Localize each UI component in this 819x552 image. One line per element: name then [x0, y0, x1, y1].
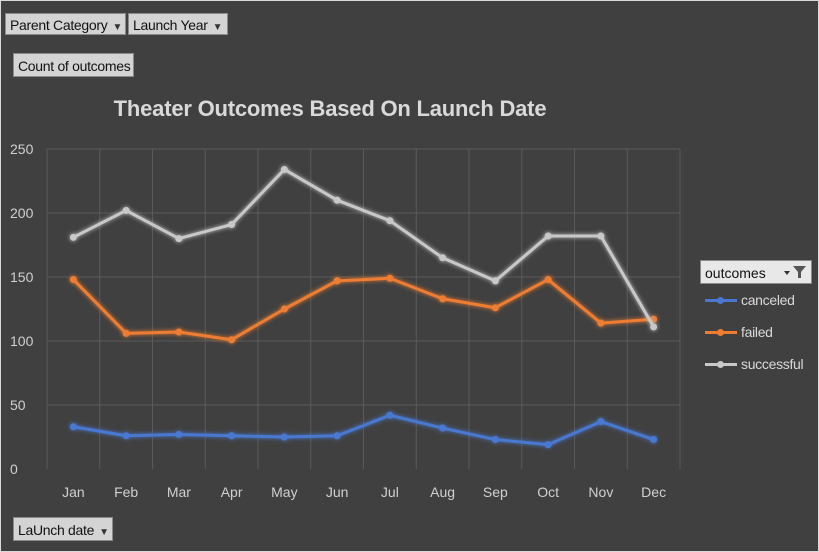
x-tick-label: Apr	[221, 484, 243, 500]
launch-year-filter-button[interactable]: Launch Year ▼	[128, 13, 228, 35]
data-point-successful	[491, 277, 499, 285]
filter-icon	[784, 266, 806, 278]
legend-marker	[717, 297, 724, 304]
data-point-successful	[175, 235, 183, 243]
parent-category-filter-button[interactable]: Parent Category ▼	[5, 13, 126, 35]
data-point-canceled	[650, 436, 658, 444]
legend-label: successful	[741, 356, 804, 372]
y-tick-label: 150	[10, 269, 34, 285]
data-point-successful	[228, 221, 236, 229]
data-point-failed	[228, 336, 236, 344]
legend-item-canceled: canceled	[700, 284, 812, 316]
data-point-failed	[597, 319, 605, 327]
legend-header-label: outcomes	[705, 265, 766, 281]
data-point-successful	[544, 232, 552, 240]
data-point-canceled	[439, 424, 447, 432]
chevron-down-icon: ▼	[212, 22, 223, 33]
axis-field-label: LaUnch date	[18, 522, 95, 538]
series-line-successful	[72, 167, 655, 328]
series-successful	[69, 165, 658, 331]
data-point-failed	[122, 329, 130, 337]
legend-label: failed	[741, 324, 773, 340]
x-tick-label: Jul	[381, 484, 399, 500]
value-field-button[interactable]: Count of outcomes	[13, 53, 134, 77]
x-tick-label: Jan	[62, 484, 85, 500]
legend-swatch	[705, 361, 737, 368]
gridlines	[46, 148, 681, 469]
data-point-successful	[386, 217, 394, 225]
data-point-successful	[439, 254, 447, 262]
parent-category-label: Parent Category	[10, 17, 108, 33]
axis-field-button[interactable]: LaUnch date ▼	[13, 517, 113, 541]
outcomes-filter-button[interactable]: outcomes	[700, 260, 812, 284]
data-point-canceled	[597, 418, 605, 426]
legend-swatch	[705, 297, 737, 304]
x-tick-label: May	[271, 484, 297, 500]
series-lines	[69, 165, 658, 449]
launch-year-label: Launch Year	[133, 17, 208, 33]
data-point-successful	[69, 233, 77, 241]
series-line-canceled	[73, 413, 655, 447]
value-field-label: Count of outcomes	[18, 58, 131, 74]
x-tick-label: Nov	[588, 484, 613, 500]
chevron-down-icon: ▼	[112, 22, 123, 33]
chevron-down-icon: ▼	[99, 527, 109, 538]
data-point-successful	[597, 232, 605, 240]
data-point-failed	[491, 304, 499, 312]
data-point-canceled	[175, 430, 183, 438]
legend: outcomes canceled failed successful	[700, 260, 812, 380]
x-tick-label: Dec	[641, 484, 666, 500]
data-point-canceled	[228, 432, 236, 440]
data-point-canceled	[122, 432, 130, 440]
legend-marker	[717, 361, 724, 368]
data-point-canceled	[491, 436, 499, 444]
y-tick-label: 0	[10, 461, 18, 477]
data-point-canceled	[333, 432, 341, 440]
series-canceled	[69, 411, 658, 449]
x-tick-label: Feb	[114, 484, 138, 500]
series-line-failed	[72, 276, 654, 342]
data-point-failed	[333, 277, 341, 285]
legend-label: canceled	[741, 292, 795, 308]
x-tick-label: Aug	[430, 484, 455, 500]
chart-title: Theater Outcomes Based On Launch Date	[113, 96, 547, 121]
data-point-failed	[175, 328, 183, 336]
legend-item-failed: failed	[700, 316, 812, 348]
data-point-failed	[544, 276, 552, 284]
data-point-successful	[333, 196, 341, 204]
y-tick-label: 250	[10, 141, 34, 157]
x-tick-label: Oct	[537, 484, 559, 500]
y-tick-label: 50	[10, 397, 26, 413]
data-point-failed	[280, 305, 288, 313]
y-axis-ticks: 0 50 100 150 200 250	[10, 141, 34, 477]
data-point-failed	[439, 295, 447, 303]
series-failed	[69, 274, 658, 344]
data-point-canceled	[386, 411, 394, 419]
legend-marker	[717, 329, 724, 336]
legend-item-successful: successful	[700, 348, 812, 380]
y-tick-label: 100	[10, 333, 34, 349]
y-tick-label: 200	[10, 205, 34, 221]
data-point-canceled	[280, 433, 288, 441]
data-point-failed	[69, 276, 77, 284]
data-point-successful	[280, 165, 288, 173]
x-tick-label: Jun	[326, 484, 349, 500]
data-point-failed	[386, 274, 394, 282]
data-point-canceled	[69, 423, 77, 431]
data-point-canceled	[544, 441, 552, 449]
x-axis-ticks: Jan Feb Mar Apr May Jun Jul Aug Sep Oct Nov Dec	[62, 484, 666, 500]
legend-swatch	[705, 329, 737, 336]
data-point-successful	[650, 323, 658, 331]
data-point-successful	[122, 206, 130, 214]
x-tick-label: Mar	[167, 484, 191, 500]
x-tick-label: Sep	[483, 484, 508, 500]
